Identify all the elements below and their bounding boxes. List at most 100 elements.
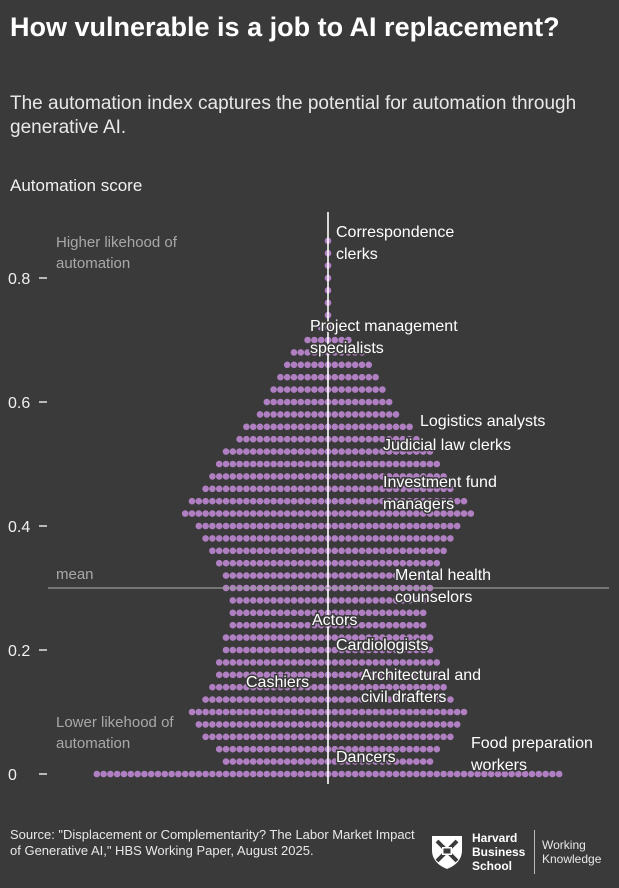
data-point bbox=[311, 349, 318, 356]
data-point bbox=[236, 634, 243, 641]
annotation-label: Mental health counselors bbox=[395, 567, 491, 606]
data-point bbox=[283, 497, 291, 505]
data-point bbox=[236, 559, 243, 567]
data-point bbox=[283, 547, 291, 555]
data-point bbox=[154, 770, 162, 778]
data-point bbox=[202, 485, 209, 493]
data-point bbox=[297, 435, 305, 443]
data-point bbox=[283, 559, 291, 567]
data-point bbox=[277, 621, 284, 629]
annotation-layer: Correspondence clerks Project management sp… bbox=[245, 223, 595, 776]
data-point bbox=[243, 671, 250, 679]
data-point bbox=[256, 435, 264, 443]
data-point bbox=[236, 547, 243, 555]
data-point bbox=[447, 497, 454, 505]
data-point bbox=[413, 696, 420, 703]
data-point bbox=[345, 373, 352, 381]
data-point bbox=[311, 485, 318, 493]
data-point bbox=[399, 473, 407, 480]
data-point bbox=[331, 621, 339, 629]
data-point bbox=[331, 473, 339, 480]
data-point bbox=[345, 386, 352, 393]
data-point bbox=[317, 535, 325, 542]
data-point bbox=[399, 708, 407, 716]
beeswarm-chart: mean 0 0.2 0.4 0.6 0.8 Higher likehood of auto… bbox=[8, 212, 609, 784]
data-point bbox=[399, 535, 407, 542]
data-point bbox=[249, 621, 257, 629]
data-point bbox=[392, 547, 400, 555]
data-point bbox=[202, 770, 209, 778]
data-point bbox=[311, 522, 318, 530]
data-point bbox=[392, 646, 400, 654]
data-point bbox=[311, 423, 318, 431]
data-point bbox=[331, 683, 339, 691]
data-point bbox=[379, 386, 386, 393]
data-point bbox=[256, 671, 264, 679]
data-point bbox=[311, 473, 318, 480]
data-point bbox=[406, 435, 413, 443]
data-point bbox=[222, 497, 230, 505]
data-point bbox=[338, 708, 345, 716]
data-point bbox=[304, 708, 311, 716]
data-point bbox=[236, 745, 243, 753]
data-point bbox=[229, 745, 237, 753]
data-point bbox=[317, 361, 325, 369]
data-point bbox=[413, 535, 420, 542]
data-point bbox=[419, 609, 427, 617]
data-point bbox=[372, 634, 379, 641]
data-point bbox=[385, 696, 393, 703]
data-point bbox=[385, 708, 393, 716]
data-point bbox=[297, 646, 305, 654]
data-point bbox=[399, 559, 407, 567]
data-point bbox=[304, 485, 311, 493]
data-point bbox=[304, 522, 311, 530]
data-point bbox=[399, 634, 407, 641]
data-point bbox=[358, 758, 366, 765]
data-point bbox=[433, 683, 441, 691]
data-point bbox=[385, 510, 393, 517]
data-point bbox=[351, 597, 359, 604]
data-point bbox=[338, 609, 345, 617]
data-point bbox=[392, 597, 400, 604]
data-point bbox=[392, 497, 400, 505]
data-point bbox=[365, 621, 373, 629]
data-point bbox=[379, 535, 386, 542]
data-point bbox=[406, 745, 413, 753]
data-point bbox=[365, 373, 373, 381]
data-point bbox=[107, 770, 114, 778]
data-point bbox=[399, 671, 407, 679]
data-point bbox=[215, 473, 223, 480]
data-point bbox=[399, 721, 407, 728]
data-point bbox=[453, 522, 461, 530]
data-point bbox=[317, 721, 325, 728]
data-point bbox=[270, 460, 277, 468]
data-point bbox=[351, 721, 359, 728]
data-point bbox=[358, 398, 366, 406]
data-point bbox=[351, 646, 359, 654]
data-point bbox=[413, 745, 420, 753]
data-point bbox=[229, 473, 237, 480]
data-point bbox=[215, 745, 223, 753]
data-point bbox=[345, 621, 352, 629]
data-point bbox=[263, 398, 271, 406]
data-point bbox=[317, 373, 325, 381]
data-point bbox=[358, 497, 366, 505]
data-point bbox=[195, 510, 203, 517]
data-point bbox=[215, 708, 223, 716]
data-point bbox=[331, 386, 339, 393]
data-point bbox=[365, 448, 373, 455]
data-point bbox=[317, 460, 325, 468]
data-point bbox=[202, 721, 209, 728]
data-point bbox=[243, 745, 250, 753]
data-point bbox=[202, 535, 209, 542]
data-point bbox=[243, 572, 250, 579]
data-point bbox=[542, 770, 549, 778]
data-point bbox=[331, 497, 339, 505]
data-point bbox=[249, 659, 257, 666]
data-point bbox=[345, 683, 352, 691]
data-point bbox=[338, 634, 345, 641]
data-point bbox=[222, 696, 230, 703]
data-point bbox=[270, 696, 277, 703]
data-point bbox=[249, 559, 257, 567]
data-point bbox=[528, 770, 536, 778]
